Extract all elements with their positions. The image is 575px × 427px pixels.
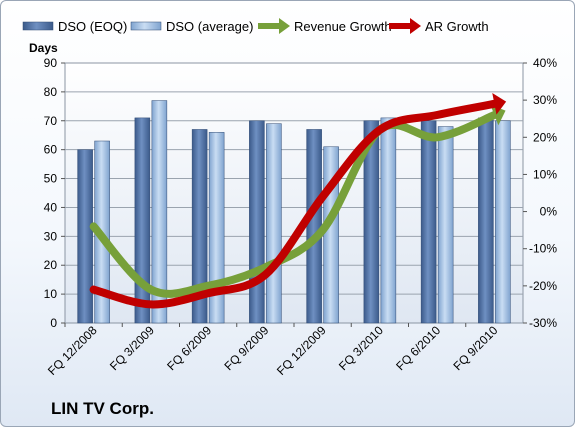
bar-series	[77, 100, 511, 324]
legend-swatch-arrow	[410, 18, 421, 34]
bar-dso-eoq	[306, 129, 322, 324]
x-tick-label: FQ 3/2009	[107, 323, 157, 373]
line-series	[89, 93, 507, 309]
right-tick-label: -10%	[529, 242, 557, 256]
left-tick-label: 20	[44, 258, 58, 272]
right-axis: -30% -20% -10% 0% 10% 20% 30% 40%	[523, 56, 557, 330]
left-tick-label: 40	[44, 200, 58, 214]
left-tick-label: 90	[44, 56, 58, 70]
left-axis: 0 10 20 30 40 50 60 70 80 90	[44, 56, 65, 330]
plot-area	[64, 62, 524, 324]
x-tick-label: FQ 6/2009	[164, 323, 214, 373]
bar-dso-eoq	[478, 117, 494, 324]
legend-label: DSO (average)	[166, 19, 253, 34]
bar-dso-eoq	[420, 120, 437, 324]
right-tick-label: 40%	[533, 56, 557, 70]
bar-dso-average	[380, 117, 397, 324]
left-tick-label: 80	[44, 85, 58, 99]
right-tick-label: -30%	[529, 316, 557, 330]
bar-dso-eoq	[249, 120, 265, 324]
x-tick-label: FQ 9/2010	[451, 323, 501, 373]
ar-growth-line-arrowhead	[492, 93, 507, 115]
x-tick-label: FQ 12/2009	[274, 323, 329, 378]
bar-dso-average	[266, 123, 282, 324]
left-tick-label: 0	[50, 316, 57, 330]
revenue-growth-line	[89, 111, 499, 298]
legend-swatch-bar	[22, 21, 54, 31]
bar-dso-eoq	[77, 149, 93, 324]
legend-label: AR Growth	[425, 19, 489, 34]
left-tick-label: 10	[44, 287, 58, 301]
x-tick-label: FQ 3/2010	[336, 323, 386, 373]
right-tick-label: 30%	[533, 93, 557, 107]
left-axis-title: Days	[29, 41, 58, 55]
legend-swatch-arrow	[279, 18, 290, 34]
bar-dso-average	[208, 132, 225, 324]
bar-dso-average	[437, 126, 454, 324]
legend: DSO (EOQ) DSO (average) Revenue Growth AR G…	[22, 18, 489, 34]
x-axis: FQ 12/2008 FQ 3/2009 FQ 6/2009 FQ 9/2009 FQ …	[45, 323, 501, 378]
right-tick-label: 20%	[533, 130, 557, 144]
right-tick-label: 0%	[540, 205, 558, 219]
left-tick-label: 70	[44, 114, 58, 128]
right-tick-label: -20%	[529, 279, 557, 293]
x-tick-label: FQ 12/2008	[45, 323, 100, 378]
revenue-growth-line-arrowhead	[490, 104, 506, 126]
legend-swatch-bar	[130, 21, 162, 31]
bar-dso-eoq	[134, 117, 151, 324]
legend-label: DSO (EOQ)	[58, 19, 127, 34]
ar-growth-line	[89, 99, 499, 309]
bar-dso-eoq	[191, 129, 208, 324]
left-tick-label: 60	[44, 143, 58, 157]
left-tick-label: 50	[44, 172, 58, 186]
x-tick-label: FQ 6/2010	[393, 323, 443, 373]
bar-dso-eoq	[363, 120, 380, 324]
right-tick-label: 10%	[533, 167, 557, 181]
legend-label: Revenue Growth	[294, 19, 392, 34]
left-tick-label: 30	[44, 229, 58, 243]
company-name: LIN TV Corp.	[51, 399, 154, 418]
x-tick-label: FQ 9/2009	[222, 323, 272, 373]
bar-dso-average	[151, 100, 168, 324]
bar-dso-average	[495, 120, 511, 324]
